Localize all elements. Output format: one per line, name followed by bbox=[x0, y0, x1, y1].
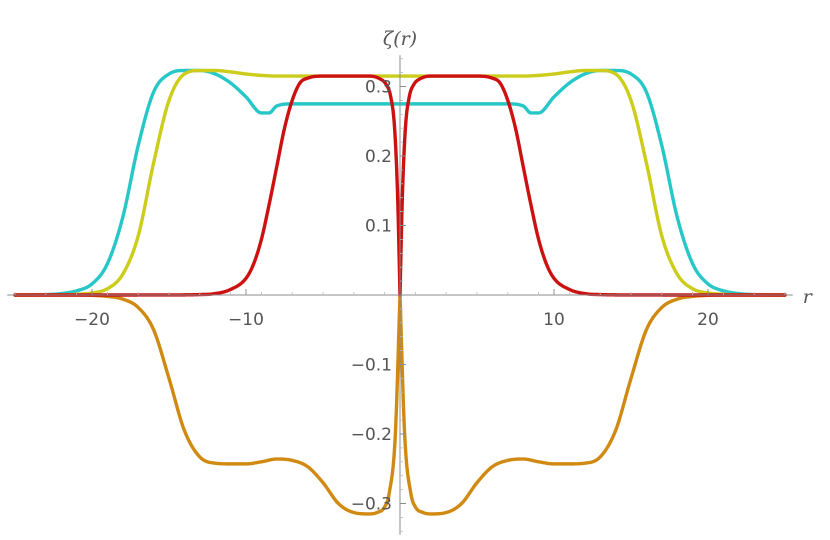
y-tick-label: 0.2 bbox=[365, 147, 392, 167]
x-tick-label: −20 bbox=[74, 310, 110, 330]
x-tick-label: 20 bbox=[697, 310, 719, 330]
x-tick-label: −10 bbox=[228, 310, 264, 330]
y-tick-label: −0.3 bbox=[351, 495, 392, 515]
y-tick-label: −0.2 bbox=[351, 425, 392, 445]
y-tick-label: 0.3 bbox=[365, 78, 392, 98]
y-tick-label: 0.1 bbox=[365, 217, 392, 237]
labels-layer: −20 −10 10 20 −0.3 −0.2 −0.1 0.1 0.2 0.3 r ζ(r) bbox=[74, 28, 814, 514]
x-tick-label: 10 bbox=[543, 310, 565, 330]
y-axis-label: ζ(r) bbox=[383, 28, 417, 50]
axes-layer bbox=[7, 55, 793, 535]
x-axis-label: r bbox=[803, 286, 814, 308]
y-tick-label: −0.1 bbox=[351, 356, 392, 376]
